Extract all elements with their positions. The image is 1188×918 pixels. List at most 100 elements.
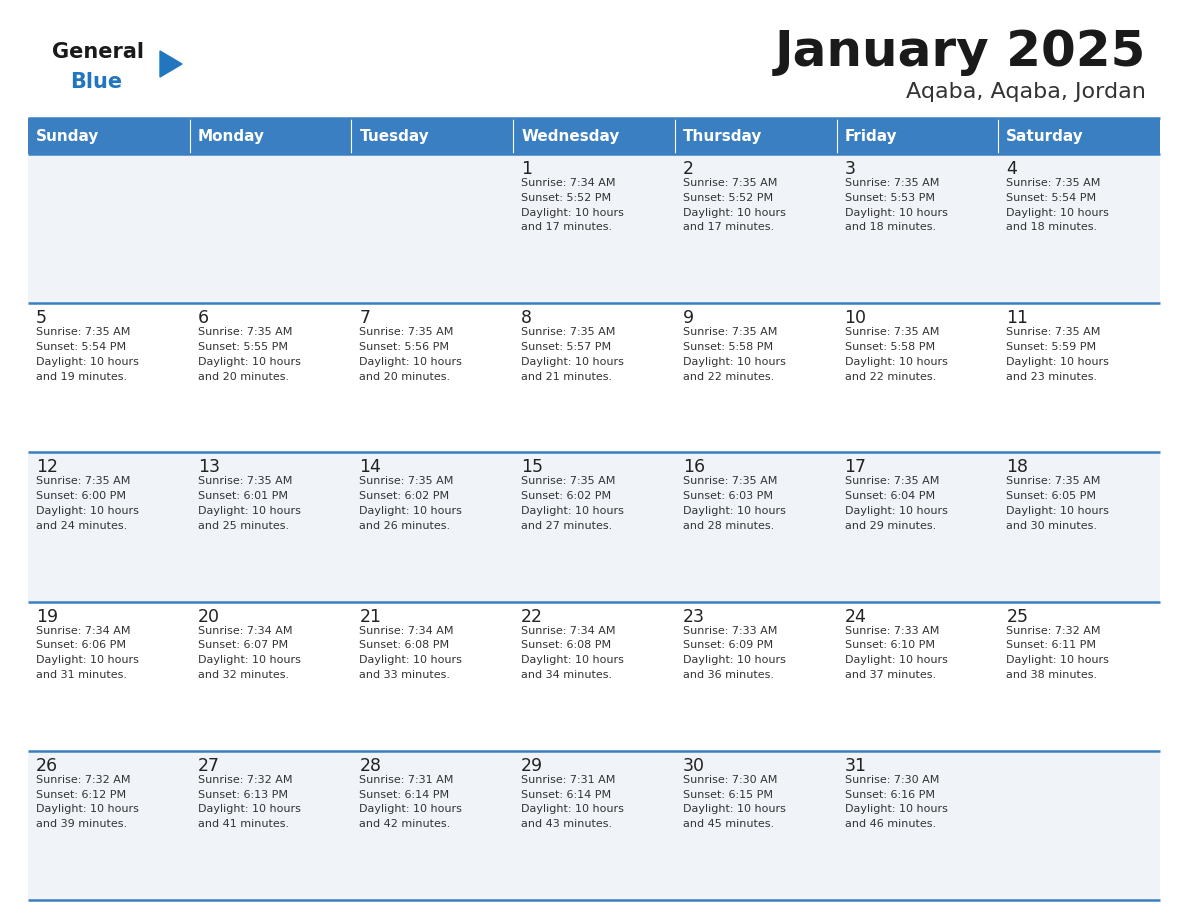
- Text: 16: 16: [683, 458, 704, 476]
- Bar: [836, 601, 998, 751]
- Text: Sunrise: 7:34 AM
Sunset: 6:06 PM
Daylight: 10 hours
and 31 minutes.: Sunrise: 7:34 AM Sunset: 6:06 PM Dayligh…: [36, 625, 139, 680]
- Bar: [29, 303, 190, 453]
- Text: Aqaba, Aqaba, Jordan: Aqaba, Aqaba, Jordan: [906, 82, 1146, 102]
- Text: January 2025: January 2025: [775, 28, 1146, 76]
- Bar: [29, 601, 190, 751]
- Text: 17: 17: [845, 458, 866, 476]
- Text: Wednesday: Wednesday: [522, 129, 619, 143]
- Text: Sunrise: 7:35 AM
Sunset: 5:53 PM
Daylight: 10 hours
and 18 minutes.: Sunrise: 7:35 AM Sunset: 5:53 PM Dayligh…: [845, 178, 948, 232]
- Bar: [190, 601, 352, 751]
- Text: Sunrise: 7:35 AM
Sunset: 5:54 PM
Daylight: 10 hours
and 19 minutes.: Sunrise: 7:35 AM Sunset: 5:54 PM Dayligh…: [36, 327, 139, 382]
- Bar: [29, 453, 190, 601]
- Text: Sunrise: 7:34 AM
Sunset: 6:08 PM
Daylight: 10 hours
and 34 minutes.: Sunrise: 7:34 AM Sunset: 6:08 PM Dayligh…: [522, 625, 624, 680]
- Bar: [998, 303, 1159, 453]
- Text: Sunrise: 7:35 AM
Sunset: 5:52 PM
Daylight: 10 hours
and 17 minutes.: Sunrise: 7:35 AM Sunset: 5:52 PM Dayligh…: [683, 178, 785, 232]
- Text: Sunrise: 7:30 AM
Sunset: 6:15 PM
Daylight: 10 hours
and 45 minutes.: Sunrise: 7:30 AM Sunset: 6:15 PM Dayligh…: [683, 775, 785, 829]
- Text: 30: 30: [683, 756, 704, 775]
- Text: Sunrise: 7:35 AM
Sunset: 6:05 PM
Daylight: 10 hours
and 30 minutes.: Sunrise: 7:35 AM Sunset: 6:05 PM Dayligh…: [1006, 476, 1110, 531]
- Bar: [513, 118, 675, 154]
- Bar: [352, 751, 513, 900]
- Bar: [998, 154, 1159, 303]
- Text: Sunrise: 7:33 AM
Sunset: 6:09 PM
Daylight: 10 hours
and 36 minutes.: Sunrise: 7:33 AM Sunset: 6:09 PM Dayligh…: [683, 625, 785, 680]
- Bar: [190, 154, 352, 303]
- Bar: [836, 118, 998, 154]
- Text: Sunrise: 7:34 AM
Sunset: 5:52 PM
Daylight: 10 hours
and 17 minutes.: Sunrise: 7:34 AM Sunset: 5:52 PM Dayligh…: [522, 178, 624, 232]
- Text: Sunrise: 7:34 AM
Sunset: 6:08 PM
Daylight: 10 hours
and 33 minutes.: Sunrise: 7:34 AM Sunset: 6:08 PM Dayligh…: [360, 625, 462, 680]
- Text: 6: 6: [197, 309, 209, 327]
- Bar: [352, 453, 513, 601]
- Text: Sunrise: 7:35 AM
Sunset: 5:55 PM
Daylight: 10 hours
and 20 minutes.: Sunrise: 7:35 AM Sunset: 5:55 PM Dayligh…: [197, 327, 301, 382]
- Text: Tuesday: Tuesday: [360, 129, 429, 143]
- Bar: [29, 154, 190, 303]
- Text: 1: 1: [522, 160, 532, 178]
- Text: Sunrise: 7:35 AM
Sunset: 5:59 PM
Daylight: 10 hours
and 23 minutes.: Sunrise: 7:35 AM Sunset: 5:59 PM Dayligh…: [1006, 327, 1110, 382]
- Bar: [675, 453, 836, 601]
- Text: 12: 12: [36, 458, 58, 476]
- Text: Friday: Friday: [845, 129, 897, 143]
- Text: Sunrise: 7:35 AM
Sunset: 5:54 PM
Daylight: 10 hours
and 18 minutes.: Sunrise: 7:35 AM Sunset: 5:54 PM Dayligh…: [1006, 178, 1110, 232]
- Bar: [352, 601, 513, 751]
- Bar: [675, 154, 836, 303]
- Text: 4: 4: [1006, 160, 1017, 178]
- Text: 26: 26: [36, 756, 58, 775]
- Text: Sunrise: 7:35 AM
Sunset: 5:56 PM
Daylight: 10 hours
and 20 minutes.: Sunrise: 7:35 AM Sunset: 5:56 PM Dayligh…: [360, 327, 462, 382]
- Bar: [998, 453, 1159, 601]
- Text: Blue: Blue: [70, 72, 122, 92]
- Text: Sunrise: 7:32 AM
Sunset: 6:12 PM
Daylight: 10 hours
and 39 minutes.: Sunrise: 7:32 AM Sunset: 6:12 PM Dayligh…: [36, 775, 139, 829]
- Text: Sunrise: 7:35 AM
Sunset: 6:00 PM
Daylight: 10 hours
and 24 minutes.: Sunrise: 7:35 AM Sunset: 6:00 PM Dayligh…: [36, 476, 139, 531]
- Text: Sunrise: 7:35 AM
Sunset: 5:58 PM
Daylight: 10 hours
and 22 minutes.: Sunrise: 7:35 AM Sunset: 5:58 PM Dayligh…: [683, 327, 785, 382]
- Text: 28: 28: [360, 756, 381, 775]
- Bar: [998, 601, 1159, 751]
- Bar: [190, 751, 352, 900]
- Text: 11: 11: [1006, 309, 1029, 327]
- Bar: [513, 601, 675, 751]
- Bar: [836, 154, 998, 303]
- Text: 21: 21: [360, 608, 381, 625]
- Text: Sunrise: 7:31 AM
Sunset: 6:14 PM
Daylight: 10 hours
and 43 minutes.: Sunrise: 7:31 AM Sunset: 6:14 PM Dayligh…: [522, 775, 624, 829]
- Bar: [352, 118, 513, 154]
- Text: Sunrise: 7:35 AM
Sunset: 6:02 PM
Daylight: 10 hours
and 26 minutes.: Sunrise: 7:35 AM Sunset: 6:02 PM Dayligh…: [360, 476, 462, 531]
- Text: Sunrise: 7:35 AM
Sunset: 6:03 PM
Daylight: 10 hours
and 28 minutes.: Sunrise: 7:35 AM Sunset: 6:03 PM Dayligh…: [683, 476, 785, 531]
- Text: 8: 8: [522, 309, 532, 327]
- Polygon shape: [160, 51, 182, 77]
- Text: Sunrise: 7:30 AM
Sunset: 6:16 PM
Daylight: 10 hours
and 46 minutes.: Sunrise: 7:30 AM Sunset: 6:16 PM Dayligh…: [845, 775, 948, 829]
- Text: 22: 22: [522, 608, 543, 625]
- Text: 3: 3: [845, 160, 855, 178]
- Text: 29: 29: [522, 756, 543, 775]
- Bar: [675, 601, 836, 751]
- Bar: [836, 303, 998, 453]
- Text: Sunrise: 7:32 AM
Sunset: 6:13 PM
Daylight: 10 hours
and 41 minutes.: Sunrise: 7:32 AM Sunset: 6:13 PM Dayligh…: [197, 775, 301, 829]
- Text: 15: 15: [522, 458, 543, 476]
- Text: Saturday: Saturday: [1006, 129, 1083, 143]
- Bar: [352, 154, 513, 303]
- Text: 31: 31: [845, 756, 866, 775]
- Bar: [29, 751, 190, 900]
- Bar: [190, 453, 352, 601]
- Text: 20: 20: [197, 608, 220, 625]
- Bar: [513, 154, 675, 303]
- Text: Sunrise: 7:35 AM
Sunset: 6:02 PM
Daylight: 10 hours
and 27 minutes.: Sunrise: 7:35 AM Sunset: 6:02 PM Dayligh…: [522, 476, 624, 531]
- Bar: [675, 303, 836, 453]
- Text: Thursday: Thursday: [683, 129, 763, 143]
- Text: 2: 2: [683, 160, 694, 178]
- Bar: [675, 118, 836, 154]
- Text: 9: 9: [683, 309, 694, 327]
- Text: General: General: [52, 42, 144, 62]
- Text: 27: 27: [197, 756, 220, 775]
- Text: 19: 19: [36, 608, 58, 625]
- Text: 24: 24: [845, 608, 866, 625]
- Bar: [513, 453, 675, 601]
- Bar: [836, 453, 998, 601]
- Bar: [513, 751, 675, 900]
- Bar: [352, 303, 513, 453]
- Text: Sunrise: 7:32 AM
Sunset: 6:11 PM
Daylight: 10 hours
and 38 minutes.: Sunrise: 7:32 AM Sunset: 6:11 PM Dayligh…: [1006, 625, 1110, 680]
- Text: 13: 13: [197, 458, 220, 476]
- Text: Sunrise: 7:33 AM
Sunset: 6:10 PM
Daylight: 10 hours
and 37 minutes.: Sunrise: 7:33 AM Sunset: 6:10 PM Dayligh…: [845, 625, 948, 680]
- Text: Sunrise: 7:35 AM
Sunset: 6:01 PM
Daylight: 10 hours
and 25 minutes.: Sunrise: 7:35 AM Sunset: 6:01 PM Dayligh…: [197, 476, 301, 531]
- Text: 7: 7: [360, 309, 371, 327]
- Bar: [998, 751, 1159, 900]
- Text: 18: 18: [1006, 458, 1029, 476]
- Bar: [190, 303, 352, 453]
- Text: 25: 25: [1006, 608, 1029, 625]
- Text: Sunrise: 7:35 AM
Sunset: 6:04 PM
Daylight: 10 hours
and 29 minutes.: Sunrise: 7:35 AM Sunset: 6:04 PM Dayligh…: [845, 476, 948, 531]
